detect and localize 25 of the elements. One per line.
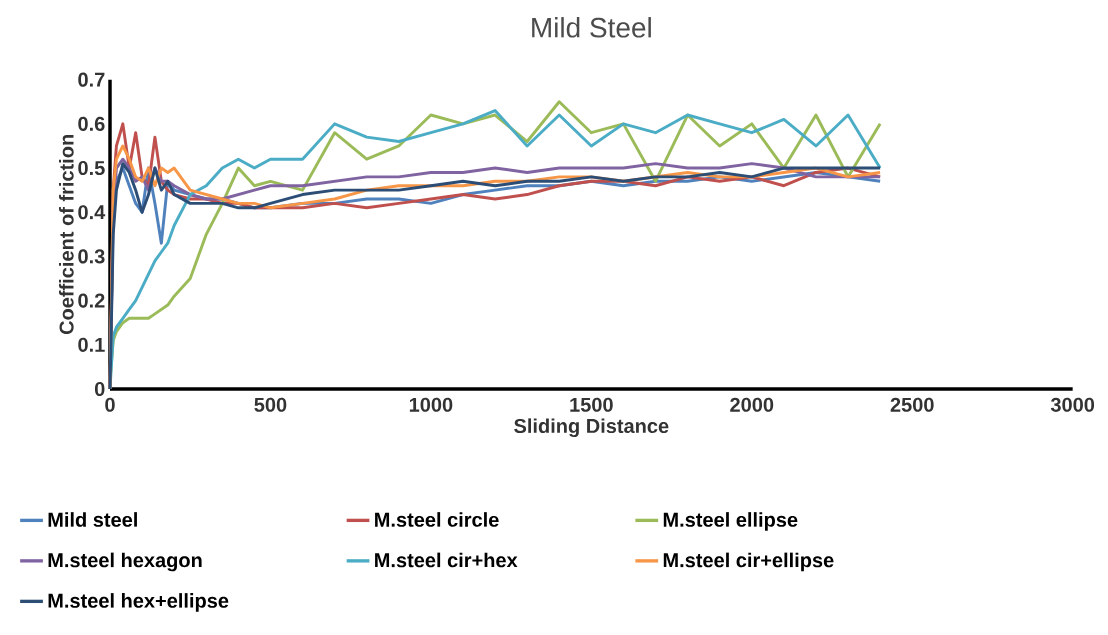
y-tick-label: 0 <box>94 381 105 397</box>
legend-label: M.steel ellipse <box>663 512 798 531</box>
y-tick-label: 0.4 <box>78 205 106 220</box>
y-tick-label: 0.7 <box>78 72 105 87</box>
legend-label: M.steel cir+hex <box>375 552 518 568</box>
legend-label: M.steel circle <box>375 512 499 527</box>
y-axis-title: Coefficient of friction <box>58 135 74 335</box>
x-tick-label: 2500 <box>890 397 934 412</box>
x-tick-label: 2000 <box>730 397 774 412</box>
x-tick-label: 0 <box>105 397 115 412</box>
y-tick-label: 0.5 <box>78 160 105 176</box>
chart-title: Mild Steel <box>532 17 651 38</box>
legend-label: M.steel cir+ellipse <box>663 552 834 572</box>
x-tick-label: 500 <box>254 397 287 412</box>
x-axis-title: Sliding Distance <box>514 418 669 438</box>
x-tick-label: 1500 <box>570 397 613 412</box>
x-tick-label: 1000 <box>409 397 453 412</box>
y-tick-label: 0.3 <box>78 249 105 264</box>
y-tick-label: 0.1 <box>78 337 105 352</box>
legend-label: M.steel hex+ellipse <box>48 593 229 612</box>
legend-label: M.steel hexagon <box>48 552 202 572</box>
legend-label: Mild steel <box>48 512 137 527</box>
y-tick-label: 0.6 <box>78 116 105 131</box>
x-tick-label: 3000 <box>1050 397 1095 412</box>
y-tick-label: 0.2 <box>78 293 105 308</box>
